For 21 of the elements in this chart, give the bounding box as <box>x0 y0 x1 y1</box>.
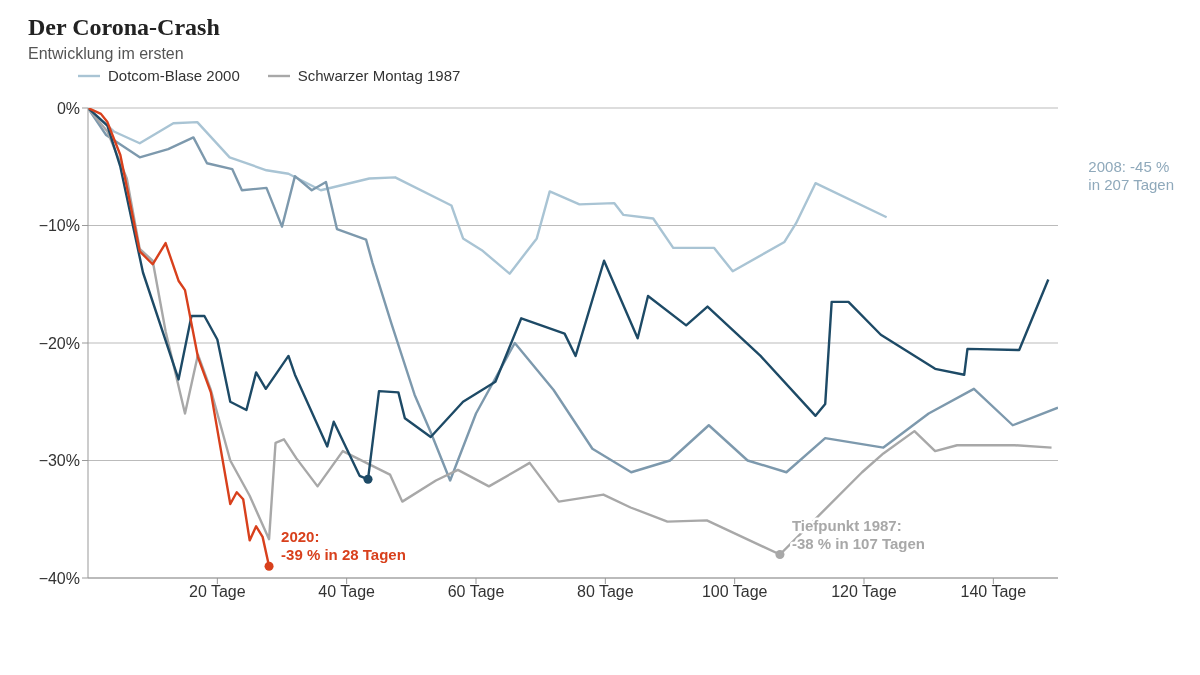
chart-title: Der Corona-Crash <box>28 14 221 41</box>
x-tick-label: 20 Tage <box>189 583 246 601</box>
x-tick-label: 100 Tage <box>701 583 768 601</box>
x-tick-label: 80 Tage <box>577 583 634 601</box>
y-tick-label: −20% <box>38 334 80 352</box>
chart-subtitle: Entwicklung im ersten <box>28 45 185 63</box>
annotation: 2020: -39 % in 28 Tagen <box>281 528 406 564</box>
point <box>363 474 373 484</box>
legend-label: Schwarzer Montag 1987 <box>296 67 461 84</box>
x-tick-label: 120 Tage <box>831 583 897 601</box>
x-tick-label: 60 Tage <box>447 583 505 601</box>
text: 2008: -45 % in 207 Tagen <box>1088 158 1174 194</box>
y-tick-label: 0% <box>56 99 80 117</box>
legend-label: Dotcom-Blase 2000 <box>107 67 240 84</box>
x-tick-label: 140 Tage <box>960 583 1027 601</box>
y-tick-label: −30% <box>38 452 80 470</box>
x-tick-label: 40 Tage <box>318 583 376 601</box>
y-tick-label: −10% <box>38 217 80 235</box>
point <box>775 549 785 560</box>
y-tick-label: −40% <box>38 569 80 587</box>
point <box>264 561 274 571</box>
